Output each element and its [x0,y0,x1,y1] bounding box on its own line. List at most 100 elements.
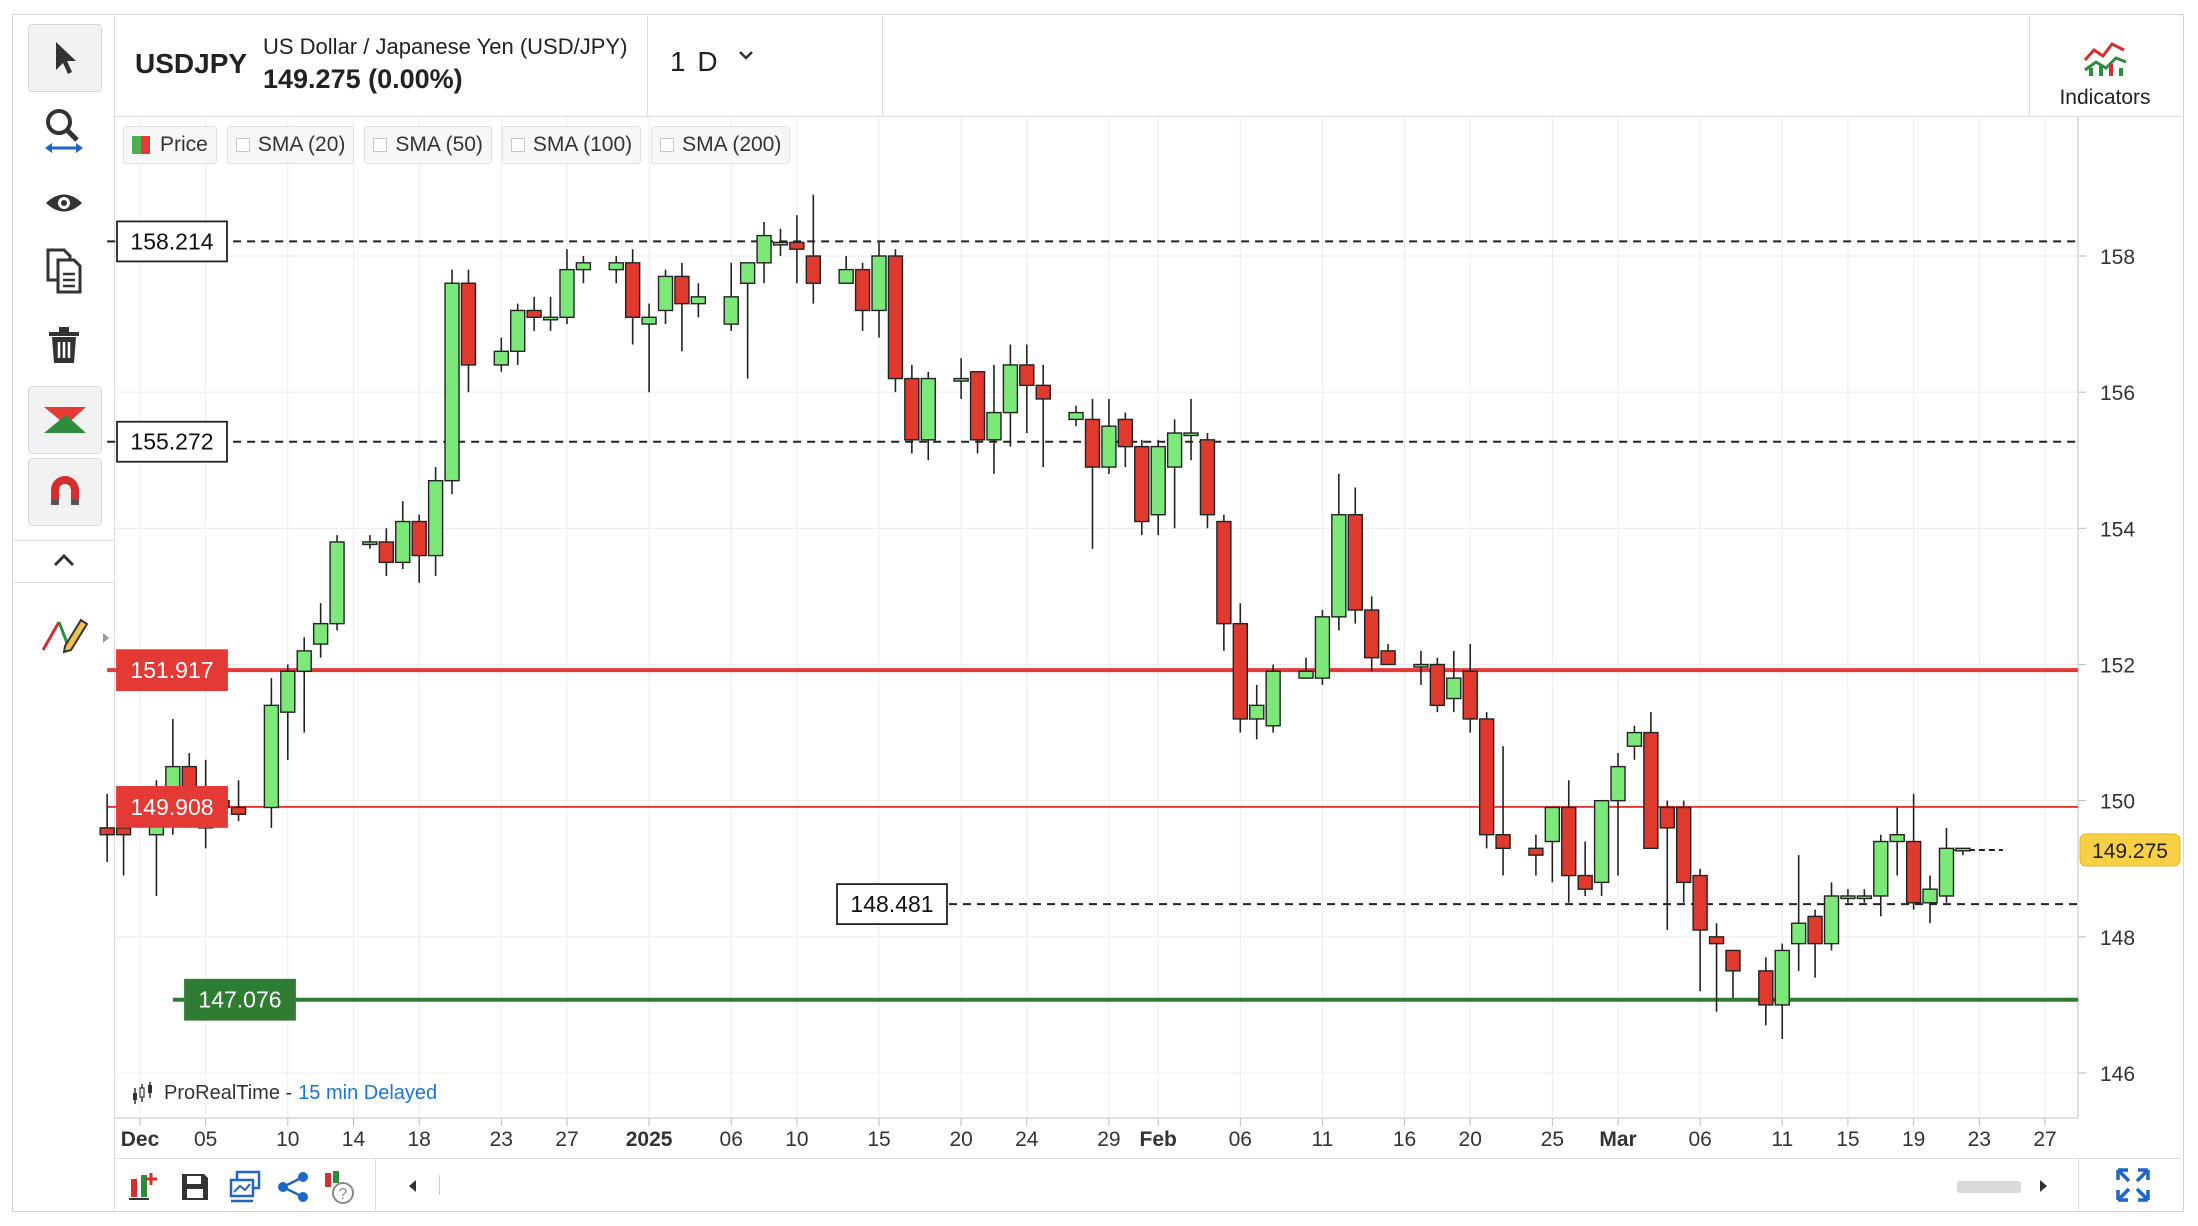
candle[interactable] [657,269,674,325]
candle[interactable] [1495,746,1511,876]
candle[interactable] [329,535,345,631]
candle[interactable] [739,262,756,379]
candle[interactable] [1593,799,1610,896]
checkbox[interactable] [373,138,388,152]
candle[interactable] [575,256,592,284]
drawing-tools-button[interactable] [28,600,100,666]
candle[interactable] [1429,657,1446,713]
candle[interactable] [362,535,378,549]
candle[interactable] [1446,650,1462,713]
candle[interactable] [608,256,624,284]
layouts-icon[interactable] [227,1169,263,1205]
cursor-tool-button[interactable] [28,24,102,92]
scroll-right-icon[interactable] [2039,1179,2049,1193]
level-tag-box[interactable] [116,420,228,463]
candle[interactable] [1101,398,1117,474]
candle[interactable] [871,242,887,338]
candle[interactable] [1134,439,1150,536]
candle[interactable] [624,249,641,345]
candle[interactable] [969,371,986,454]
fullscreen-icon[interactable] [2115,1167,2151,1203]
candle[interactable] [674,262,690,352]
delete-tool-button[interactable] [28,312,100,378]
candle[interactable] [1265,664,1281,733]
candle[interactable] [493,337,509,372]
symbol-ticker[interactable]: USDJPY [135,48,248,79]
legend-item-sma200[interactable]: SMA (200) [651,126,791,164]
candle[interactable] [1117,412,1134,468]
candle[interactable] [1232,603,1249,733]
candle[interactable] [838,256,854,284]
candle[interactable] [789,215,805,284]
candle[interactable] [312,603,329,658]
candle[interactable] [510,303,526,365]
level-tag-box[interactable] [116,649,228,692]
collapse-toolbar-button[interactable] [28,542,100,578]
candle[interactable] [641,303,657,393]
candle[interactable] [230,780,247,822]
candle[interactable] [1676,800,1692,903]
candle[interactable] [690,283,707,318]
candle[interactable] [1807,909,1823,978]
candle[interactable] [1544,806,1561,883]
candle[interactable] [542,296,559,331]
candle[interactable] [1331,473,1347,631]
candle[interactable] [411,514,427,583]
candle[interactable] [1626,725,1643,760]
candle[interactable] [559,249,575,325]
candle[interactable] [1774,943,1790,1039]
candle[interactable] [280,664,296,760]
candle[interactable] [1758,957,1774,1026]
candle[interactable] [1823,882,1840,951]
candle[interactable] [1084,398,1101,549]
candle[interactable] [526,296,542,331]
level-tag-box[interactable] [116,786,228,828]
copy-tool-button[interactable] [28,238,100,304]
candle[interactable] [1068,405,1084,427]
legend-item-sma100[interactable]: SMA (100) [501,126,642,164]
candle[interactable] [1577,841,1593,896]
candle[interactable] [1347,487,1363,624]
candle[interactable] [805,194,822,304]
save-icon[interactable] [177,1169,213,1205]
candle[interactable] [887,249,904,393]
candle[interactable] [1019,344,1035,434]
scroll-left-icon[interactable] [407,1179,417,1193]
candle[interactable] [1150,439,1166,536]
candle[interactable] [772,228,789,256]
candle[interactable] [1955,847,1971,856]
candle[interactable] [1692,868,1708,992]
candle[interactable] [1889,807,1905,876]
candle[interactable] [1035,364,1051,468]
chart-style-button[interactable] [28,386,102,454]
candle[interactable] [904,364,920,454]
toolbar-expand-arrow-icon[interactable] [102,632,110,644]
candle[interactable] [1922,875,1938,924]
visibility-tool-button[interactable] [28,170,100,236]
help-icon[interactable]: ? [321,1169,357,1205]
candle[interactable] [1905,793,1922,910]
candle[interactable] [1856,889,1873,903]
candle[interactable] [1708,923,1725,1012]
candle[interactable] [460,269,477,393]
candle[interactable] [296,637,312,733]
candle[interactable] [99,793,115,862]
magnet-button[interactable] [28,458,102,526]
candle[interactable] [1249,684,1265,740]
candle[interactable] [1216,514,1232,651]
candle[interactable] [1938,827,1955,903]
candle[interactable] [953,358,969,399]
candle[interactable] [1363,596,1380,672]
level-tag-box[interactable] [116,220,228,263]
candle[interactable] [1659,800,1675,931]
candle[interactable] [1462,644,1478,733]
candle[interactable] [1314,610,1331,685]
candle[interactable] [1380,644,1396,666]
level-tag-box[interactable] [184,978,296,1021]
zoom-tool-button[interactable] [28,98,100,164]
candle[interactable] [1199,433,1216,529]
candle[interactable] [756,221,772,284]
candle[interactable] [444,269,460,495]
scroll-thumb[interactable] [1957,1181,2021,1193]
